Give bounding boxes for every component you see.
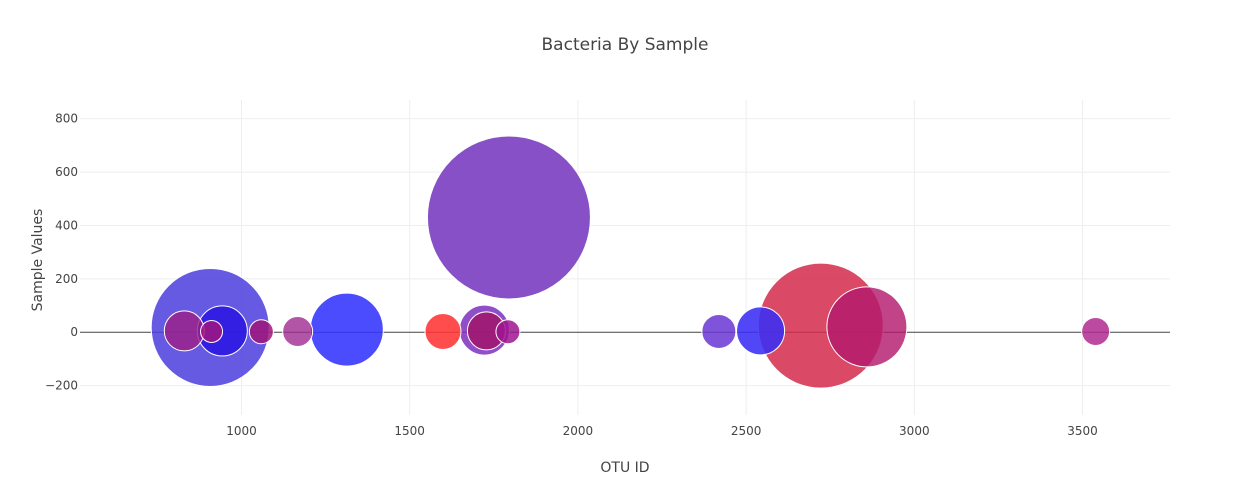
y-tick-label: 400: [55, 218, 78, 232]
x-tick-label: 1500: [394, 424, 425, 438]
bubble-point[interactable]: [426, 135, 591, 300]
bubble-point[interactable]: [495, 319, 521, 345]
y-tick-label: −200: [45, 379, 78, 393]
y-tick-label: 200: [55, 272, 78, 286]
bubble-point[interactable]: [200, 319, 224, 343]
bubble-point[interactable]: [701, 313, 737, 349]
x-tick-label: 2000: [563, 424, 594, 438]
y-tick-label: 800: [55, 112, 78, 126]
x-axis-ticks: 1000 1500 2000 2500 3000 3500: [226, 424, 1098, 438]
bubble-point[interactable]: [309, 292, 384, 367]
bubble-point[interactable]: [826, 286, 908, 368]
bubble-point[interactable]: [1081, 316, 1111, 346]
x-tick-label: 3500: [1067, 424, 1098, 438]
y-axis-ticks: −200 0 200 400 600 800: [45, 112, 78, 393]
bubble-point[interactable]: [282, 315, 314, 347]
x-tick-label: 3000: [899, 424, 930, 438]
bubble-point[interactable]: [248, 319, 274, 345]
chart-title: Bacteria By Sample: [542, 35, 709, 55]
x-tick-label: 1000: [226, 424, 257, 438]
y-axis-title: Sample Values: [30, 209, 46, 312]
bubble-point[interactable]: [163, 310, 205, 352]
bubble-point[interactable]: [736, 306, 786, 356]
bubble-point[interactable]: [424, 312, 462, 350]
x-tick-label: 2500: [731, 424, 762, 438]
grid-lines: [80, 100, 1170, 415]
y-tick-label: 600: [55, 165, 78, 179]
bubble-series: [150, 135, 1111, 389]
y-tick-label: 0: [70, 325, 78, 339]
x-axis-title: OTU ID: [600, 460, 649, 476]
